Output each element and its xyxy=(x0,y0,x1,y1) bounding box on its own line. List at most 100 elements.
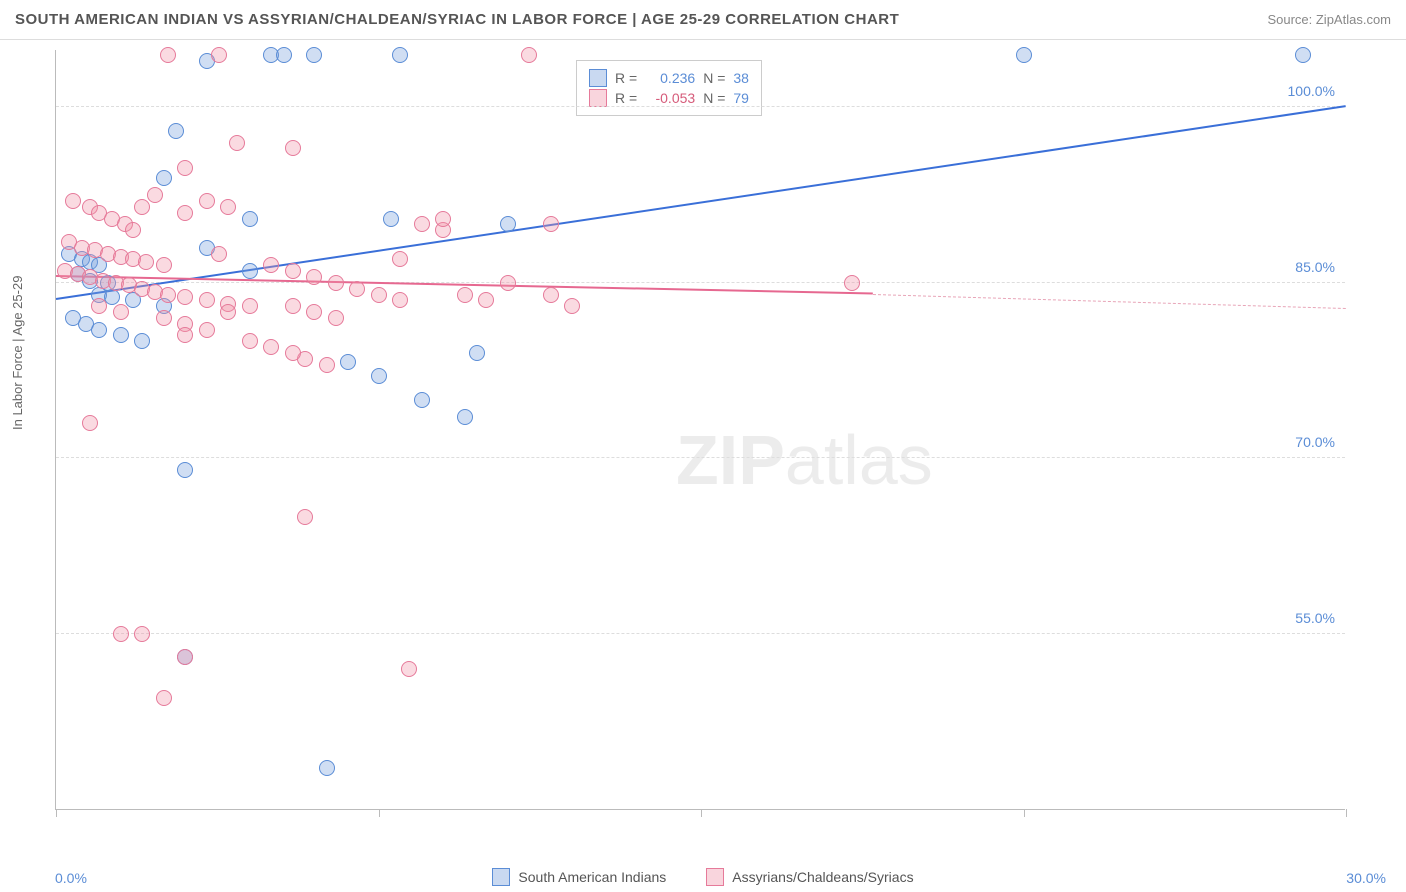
data-point xyxy=(263,257,279,273)
data-point xyxy=(138,254,154,270)
data-point xyxy=(263,339,279,355)
data-point xyxy=(285,263,301,279)
data-point xyxy=(371,287,387,303)
stat-n-label-2: N = xyxy=(703,90,725,106)
data-point xyxy=(328,275,344,291)
data-point xyxy=(457,409,473,425)
data-point xyxy=(177,160,193,176)
chart-title: SOUTH AMERICAN INDIAN VS ASSYRIAN/CHALDE… xyxy=(15,11,899,28)
grid-line xyxy=(56,457,1345,458)
regression-line xyxy=(873,294,1346,309)
data-point xyxy=(168,123,184,139)
data-point xyxy=(211,47,227,63)
chart-container: SOUTH AMERICAN INDIAN VS ASSYRIAN/CHALDE… xyxy=(0,0,1406,892)
swatch-pink-icon xyxy=(589,89,607,107)
data-point xyxy=(340,354,356,370)
data-point xyxy=(306,304,322,320)
data-point xyxy=(285,345,301,361)
data-point xyxy=(319,760,335,776)
stat-n-label-1: N = xyxy=(703,70,725,86)
data-point xyxy=(285,140,301,156)
data-point xyxy=(65,193,81,209)
data-point xyxy=(457,287,473,303)
legend-label-2: Assyrians/Chaldeans/Syriacs xyxy=(732,869,913,885)
data-point xyxy=(276,47,292,63)
data-point xyxy=(328,310,344,326)
data-point xyxy=(543,216,559,232)
data-point xyxy=(199,292,215,308)
data-point xyxy=(125,222,141,238)
data-point xyxy=(349,281,365,297)
data-point xyxy=(500,275,516,291)
data-point xyxy=(478,292,494,308)
data-point xyxy=(383,211,399,227)
data-point xyxy=(1295,47,1311,63)
data-point xyxy=(113,304,129,320)
data-point xyxy=(242,333,258,349)
data-point xyxy=(177,327,193,343)
data-point xyxy=(392,251,408,267)
data-point xyxy=(435,211,451,227)
legend-swatch-blue-icon xyxy=(492,868,510,886)
chart-plot-area: ZIPatlas R = 0.236 N = 38 R = -0.053 N =… xyxy=(55,50,1345,810)
data-point xyxy=(220,304,236,320)
stat-r-label-2: R = xyxy=(615,90,637,106)
y-tick-label: 55.0% xyxy=(1295,610,1335,626)
data-point xyxy=(160,47,176,63)
data-point xyxy=(156,690,172,706)
data-point xyxy=(242,298,258,314)
data-point xyxy=(220,199,236,215)
y-tick-label: 70.0% xyxy=(1295,434,1335,450)
data-point xyxy=(147,187,163,203)
data-point xyxy=(392,292,408,308)
data-point xyxy=(242,211,258,227)
data-point xyxy=(156,170,172,186)
data-point xyxy=(521,47,537,63)
data-point xyxy=(1016,47,1032,63)
x-tick xyxy=(1024,809,1025,817)
data-point xyxy=(392,47,408,63)
data-point xyxy=(199,322,215,338)
data-point xyxy=(564,298,580,314)
data-point xyxy=(414,392,430,408)
data-point xyxy=(160,287,176,303)
data-point xyxy=(319,357,335,373)
data-point xyxy=(177,289,193,305)
data-point xyxy=(91,322,107,338)
legend-swatch-pink-icon xyxy=(706,868,724,886)
data-point xyxy=(134,199,150,215)
grid-line xyxy=(56,633,1345,634)
data-point xyxy=(156,310,172,326)
stat-n-value-1: 38 xyxy=(733,70,749,86)
data-point xyxy=(91,298,107,314)
data-point xyxy=(199,193,215,209)
data-point xyxy=(844,275,860,291)
watermark: ZIPatlas xyxy=(676,420,933,500)
data-point xyxy=(177,649,193,665)
swatch-blue-icon xyxy=(589,69,607,87)
data-point xyxy=(242,263,258,279)
data-point xyxy=(297,509,313,525)
watermark-bold: ZIP xyxy=(676,421,785,499)
data-point xyxy=(113,327,129,343)
data-point xyxy=(401,661,417,677)
data-point xyxy=(156,257,172,273)
source-label: Source: ZipAtlas.com xyxy=(1267,12,1391,27)
data-point xyxy=(134,333,150,349)
data-point xyxy=(306,269,322,285)
data-point xyxy=(469,345,485,361)
x-tick xyxy=(701,809,702,817)
data-point xyxy=(113,626,129,642)
data-point xyxy=(82,415,98,431)
stats-row-1: R = 0.236 N = 38 xyxy=(589,69,749,87)
data-point xyxy=(306,47,322,63)
y-axis-label: In Labor Force | Age 25-29 xyxy=(10,276,25,430)
data-point xyxy=(371,368,387,384)
stat-r-value-1: 0.236 xyxy=(645,70,695,86)
bottom-legend: South American Indians Assyrians/Chaldea… xyxy=(0,868,1406,886)
title-bar: SOUTH AMERICAN INDIAN VS ASSYRIAN/CHALDE… xyxy=(0,0,1406,40)
y-tick-label: 85.0% xyxy=(1295,259,1335,275)
data-point xyxy=(134,626,150,642)
data-point xyxy=(211,246,227,262)
stat-n-value-2: 79 xyxy=(733,90,749,106)
